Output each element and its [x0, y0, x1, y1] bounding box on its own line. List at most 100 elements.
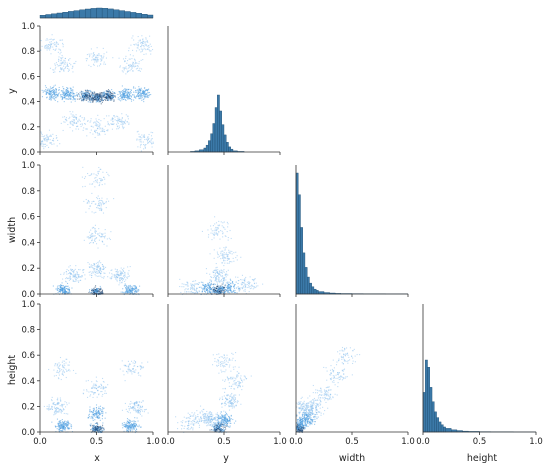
- scatter-point: [53, 69, 55, 71]
- scatter-point: [53, 44, 55, 46]
- scatter-point: [135, 369, 137, 371]
- scatter-point: [109, 94, 111, 96]
- scatter-point: [91, 272, 93, 274]
- scatter-point: [191, 285, 193, 287]
- scatter-point: [102, 268, 105, 270]
- scatter-point: [151, 48, 154, 51]
- scatter-point: [98, 184, 101, 186]
- scatter-point: [111, 123, 113, 125]
- scatter-point: [142, 400, 144, 402]
- scatter-point: [141, 95, 143, 97]
- scatter-point: [122, 291, 124, 293]
- scatter-point: [86, 236, 88, 238]
- scatter-point: [127, 421, 129, 423]
- scatter-point: [129, 286, 131, 288]
- scatter-point: [92, 411, 94, 413]
- scatter-point: [104, 183, 106, 185]
- scatter-point: [223, 424, 225, 426]
- scatter-point: [94, 203, 96, 205]
- scatter-point: [65, 281, 67, 283]
- scatter-point: [214, 283, 216, 285]
- scatter-point: [46, 38, 48, 40]
- scatter-point: [52, 46, 54, 48]
- scatter-point: [62, 65, 65, 67]
- scatter-point: [44, 85, 47, 87]
- scatter-point: [131, 291, 133, 293]
- scatter-point: [102, 388, 104, 390]
- scatter-point: [54, 71, 56, 73]
- histogram-bar: [79, 9, 86, 19]
- scatter-point: [194, 280, 197, 282]
- scatter-point: [96, 94, 98, 96]
- scatter-point: [90, 48, 92, 50]
- scatter-point: [58, 48, 60, 50]
- scatter-point: [220, 416, 222, 418]
- scatter-point: [148, 49, 150, 51]
- scatter-point: [140, 68, 143, 70]
- scatter-point: [82, 95, 85, 97]
- scatter-point: [62, 86, 64, 88]
- scatter-point: [44, 137, 46, 139]
- scatter-point: [66, 98, 68, 100]
- scatter-point: [248, 286, 250, 289]
- scatter-point: [214, 418, 216, 420]
- scatter-point: [90, 265, 92, 267]
- scatter-point: [89, 92, 91, 94]
- scatter-point: [103, 236, 105, 238]
- scatter-point: [101, 291, 103, 293]
- scatter-point: [236, 402, 238, 404]
- scatter-point: [94, 136, 96, 139]
- scatter-point: [221, 225, 223, 227]
- scatter-point: [54, 43, 56, 45]
- scatter-point: [61, 95, 63, 97]
- scatter-point: [143, 148, 145, 150]
- scatter-point: [117, 274, 120, 276]
- scatter-point: [137, 45, 139, 47]
- scatter-point: [58, 421, 60, 423]
- scatter-point: [227, 401, 229, 403]
- scatter-point: [103, 202, 105, 205]
- scatter-point: [101, 236, 103, 238]
- scatter-point: [100, 60, 102, 62]
- scatter-point: [225, 246, 227, 248]
- scatter-point: [41, 133, 43, 136]
- scatter-point: [193, 413, 195, 415]
- scatter-point: [137, 93, 139, 95]
- scatter-point: [128, 426, 130, 428]
- scatter-point: [46, 144, 48, 146]
- scatter-point: [208, 415, 210, 418]
- scatter-point: [214, 216, 216, 218]
- scatter-point: [98, 417, 100, 419]
- scatter-point: [202, 287, 204, 289]
- scatter-point: [142, 366, 145, 368]
- scatter-point: [213, 276, 216, 278]
- scatter-point: [135, 425, 137, 427]
- scatter-point: [233, 260, 235, 262]
- scatter-point: [116, 120, 118, 122]
- scatter-point: [96, 180, 98, 182]
- scatter-point: [137, 407, 139, 409]
- scatter-point: [50, 38, 52, 40]
- scatter-point: [113, 276, 115, 278]
- scatter-point: [125, 288, 127, 290]
- scatter-point: [68, 273, 70, 275]
- scatter-point: [143, 134, 145, 136]
- scatter-point: [89, 100, 91, 102]
- scatter-point: [240, 283, 242, 285]
- scatter-point: [119, 270, 121, 272]
- scatter-point: [54, 88, 57, 90]
- scatter-point: [257, 285, 259, 287]
- scatter-point: [219, 399, 221, 401]
- scatter-point: [58, 428, 60, 431]
- scatter-point: [122, 278, 125, 280]
- scatter-point: [102, 202, 104, 204]
- scatter-point: [216, 271, 218, 273]
- scatter-point: [57, 94, 59, 96]
- scatter-point: [207, 287, 209, 290]
- scatter-point: [98, 200, 100, 202]
- scatter-point: [250, 287, 252, 289]
- scatter-point: [145, 49, 147, 51]
- scatter-point: [144, 92, 146, 94]
- scatter-point: [195, 418, 197, 420]
- scatter-point: [228, 286, 230, 288]
